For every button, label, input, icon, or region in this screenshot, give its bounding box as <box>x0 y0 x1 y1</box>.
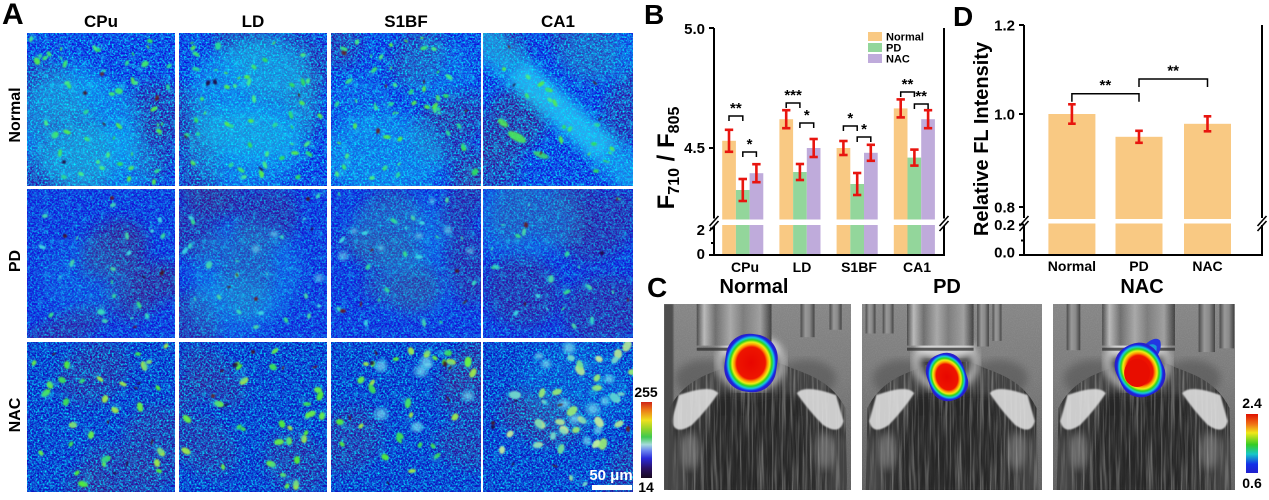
svg-text:Normal: Normal <box>1048 258 1096 274</box>
svg-text:Normal: Normal <box>886 32 924 44</box>
svg-text:**: ** <box>902 76 914 93</box>
svg-text:CPu: CPu <box>731 259 759 275</box>
svg-text:**: ** <box>1167 63 1179 80</box>
svg-text:NAC: NAC <box>886 54 910 66</box>
svg-text:Relative FL Intensity: Relative FL Intensity <box>971 41 993 236</box>
svg-text:**: ** <box>730 100 742 117</box>
svg-text:D: D <box>953 1 973 32</box>
svg-text:*: * <box>861 121 867 138</box>
svg-text:**: ** <box>1100 77 1112 94</box>
svg-text:CA1: CA1 <box>903 259 931 275</box>
svg-text:4.5: 4.5 <box>684 140 705 157</box>
svg-text:*: * <box>847 110 853 127</box>
svg-text:PD: PD <box>886 43 901 55</box>
svg-text:2: 2 <box>697 222 705 239</box>
svg-text:PD: PD <box>1129 258 1148 274</box>
svg-text:1.2: 1.2 <box>994 18 1015 35</box>
svg-text:1.0: 1.0 <box>994 107 1015 124</box>
svg-text:NAC: NAC <box>1192 258 1222 274</box>
svg-text:0.0: 0.0 <box>994 245 1015 262</box>
svg-text:*: * <box>804 107 810 124</box>
svg-text:B: B <box>644 0 664 30</box>
svg-text:**: ** <box>915 88 927 105</box>
svg-text:LD: LD <box>793 259 812 275</box>
svg-text:***: *** <box>784 87 802 104</box>
svg-text:*: * <box>747 136 753 153</box>
svg-text:0.2: 0.2 <box>994 217 1015 234</box>
svg-text:S1BF: S1BF <box>841 259 877 275</box>
svg-text:0: 0 <box>697 246 705 263</box>
svg-text:0.8: 0.8 <box>994 200 1015 217</box>
svg-text:5.0: 5.0 <box>684 21 705 38</box>
svg-text:F710 / F805: F710 / F805 <box>653 107 683 210</box>
